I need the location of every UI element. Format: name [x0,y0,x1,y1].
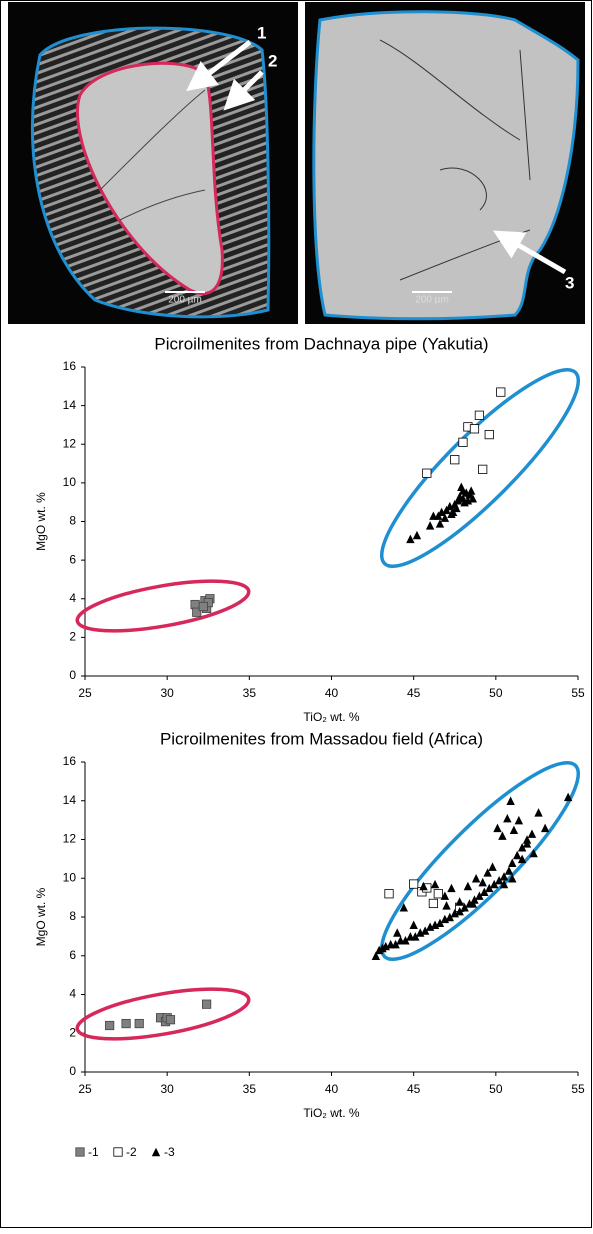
legend-label: -1 [88,1145,99,1159]
point [508,859,516,867]
point [191,600,199,608]
x-tick-label: 30 [160,1082,174,1096]
y-tick-label: 14 [63,398,77,412]
legend-marker [152,1148,160,1156]
point [470,425,478,433]
point [429,899,437,907]
point [506,797,514,805]
y-tick-label: 4 [69,987,76,1001]
x-tick-label: 50 [489,686,503,700]
point [510,826,518,834]
y-tick-label: 14 [63,793,77,807]
point [393,928,401,936]
point [426,521,434,529]
point [541,824,549,832]
y-tick-label: 2 [69,630,76,644]
point [493,824,501,832]
y-tick-label: 10 [63,475,77,489]
x-tick-label: 25 [78,1082,92,1096]
label: 3 [565,273,574,292]
legend-label: -2 [126,1145,137,1159]
label: 2 [268,51,277,70]
legend-marker [114,1148,122,1156]
y-tick-label: 10 [63,870,77,884]
point [105,1021,113,1029]
x-tick-label: 50 [489,1082,503,1096]
y-tick-label: 6 [69,552,76,566]
y-axis-label: MgO wt. % [34,492,48,551]
point [534,808,542,816]
x-tick-label: 55 [571,1082,585,1096]
label: 1 [257,23,266,42]
point [485,430,493,438]
x-tick-label: 25 [78,686,92,700]
point [459,438,467,446]
micrograph-left: 1 2 200 µm [8,2,298,324]
x-axis-label: TiO₂ wt. % [303,1106,360,1120]
legend-marker [76,1148,84,1156]
field-outline [361,349,593,587]
point [515,816,523,824]
point [423,469,431,477]
point [451,456,459,464]
point [409,921,417,929]
point [505,866,513,874]
point [498,831,506,839]
y-axis-label: MgO wt. % [34,887,48,946]
y-tick-label: 8 [69,909,76,923]
y-tick-label: 0 [69,1064,76,1078]
point [122,1019,130,1027]
point [513,851,521,859]
x-tick-label: 30 [160,686,174,700]
x-tick-label: 40 [325,1082,339,1096]
x-tick-label: 40 [325,686,339,700]
point [442,901,450,909]
scale-bar: 200 µm [415,295,449,306]
y-tick-label: 12 [63,436,77,450]
x-tick-label: 35 [243,1082,257,1096]
y-tick-label: 2 [69,1025,76,1039]
point [478,465,486,473]
x-tick-label: 35 [243,686,257,700]
x-axis-label: TiO₂ wt. % [303,710,360,724]
point [202,1000,210,1008]
point [135,1019,143,1027]
point [464,882,472,890]
point [472,874,480,882]
chart-title: Picroilmenites from Massadou field (Afri… [160,729,483,748]
chart-title: Picroilmenites from Dachnaya pipe (Yakut… [154,334,488,353]
point [409,880,417,888]
point [431,880,439,888]
point [475,411,483,419]
y-tick-label: 6 [69,948,76,962]
point [497,388,505,396]
x-tick-label: 45 [407,1082,421,1096]
y-tick-label: 16 [63,754,77,768]
y-tick-label: 0 [69,668,76,682]
page: {"figure": {"labels": ["1", "2", "3"], "… [0,0,593,1229]
point [467,486,475,494]
x-tick-label: 45 [407,686,421,700]
point [488,862,496,870]
y-tick-label: 12 [63,832,77,846]
point [455,897,463,905]
y-tick-label: 8 [69,514,76,528]
micrograph-right: 3 200 µm [305,2,585,324]
legend-label: -3 [164,1145,175,1159]
point [199,602,207,610]
y-tick-label: 16 [63,359,77,373]
point [528,829,536,837]
scale-bar: 200 µm [168,295,202,306]
y-tick-label: 4 [69,591,76,605]
point [413,531,421,539]
x-tick-label: 55 [571,686,585,700]
point [447,884,455,892]
field-outline [74,571,252,641]
point [434,890,442,898]
point [385,890,393,898]
point [503,814,511,822]
point [166,1015,174,1023]
figure: 1 2 200 µm 3 200 µm Picroilmenites from … [0,0,593,1229]
